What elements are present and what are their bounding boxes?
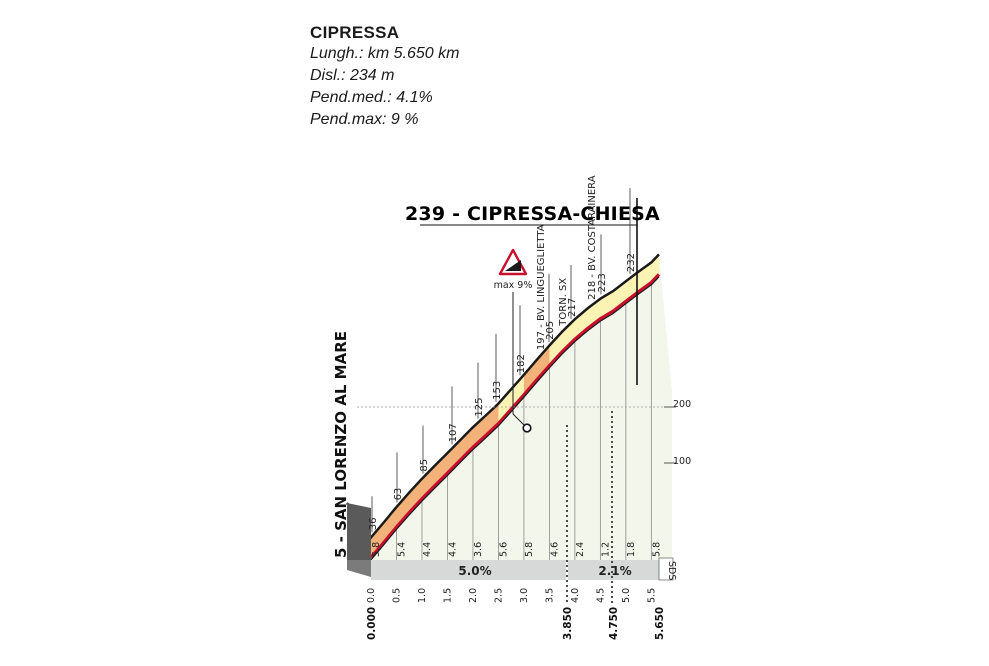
segment-grade-label: 1.8 [626,542,637,557]
max-grade-pointer-end [512,413,526,427]
start-block-face [347,503,371,560]
segment-grade-label: 5.8 [371,542,382,557]
segment-grade-label: 4.4 [447,542,458,557]
max-grade-sign: max 9% [494,248,533,433]
distance-axis: 0.0 0.5 1.0 1.5 2.0 2.5 3.0 3.5 4.0 4.5 5.0 5.5 0.00… [366,588,666,640]
distance-tick: 0.0 [366,588,377,603]
distance-tick: 2.0 [468,588,479,603]
road-surface-light [371,254,659,558]
band-grade-1: 5.0% [458,564,491,578]
distance-tick: 5.5 [646,588,657,603]
segment-grade-label: 3.6 [473,542,484,557]
segment-grade-label: 4.4 [422,542,433,557]
altitude-point-label: 197 - BV. LINGUEGLIETTA [536,224,547,350]
distance-key-point: 3.850 [562,607,574,640]
altitude-100-label: 100 [673,456,691,467]
max-grade-label: max 9% [494,280,533,291]
altitude-point-label: 182 [516,354,527,373]
altitude-point-label: 85 [419,459,430,472]
segment-grade-label: 5.4 [396,542,407,557]
distance-tick: 3.0 [519,588,530,603]
climb-name: CIPRESSA [310,23,400,42]
altitude-point-labels: 36 63 85 107 125 153 182 197 - BV. LINGUEGLIETT… [368,175,637,533]
band-grade-2: 2.1% [598,564,631,578]
distance-tick: 1.5 [442,588,453,603]
elevation-gain-line: Disl.: 234 m [310,67,395,84]
distance-tick: 3.5 [544,588,555,603]
altitude-point-label: TORN. SX [558,278,569,327]
max-grade-point [522,423,532,433]
altitude-point-label: 153 [492,381,503,400]
summit-label: 239 - CIPRESSA-CHIESA [405,203,660,225]
altitude-point-label: 232 [626,253,637,272]
altitude-point-label: 218 - BV. COSTARAINERA [587,175,598,300]
distance-key-point: 0.000 [366,607,378,640]
distance-tick: 2.5 [493,588,504,603]
start-block-side [347,560,371,577]
segment-grade-labels: 5.8 5.4 4.4 4.4 3.6 5.6 5.8 4.6 2.4 1.2 1.8 5.8 [371,542,662,557]
distance-key-point: 4.750 [608,607,620,640]
altitude-200-label: 200 [673,399,691,410]
distance-tick: 5.0 [621,588,632,603]
altitude-point-label: 36 [368,517,379,530]
segment-grade-label: 5.6 [498,542,509,557]
distance-tick: 4.0 [570,588,581,603]
altitude-point-label: 217 [567,298,578,317]
sds-label: SDS [666,561,677,580]
altitude-point-label: 125 [474,397,485,416]
distance-tick: 1.0 [417,588,428,603]
climb-info: CIPRESSA Lungh.: km 5.650 km Disl.: 234 … [310,22,459,131]
distance-key-point: 5.650 [654,607,666,640]
length-line: Lungh.: km 5.650 km [310,45,460,62]
terrain-top-line [345,253,660,540]
altitude-profile-line [369,273,661,559]
segment-grade-label: 2.4 [575,542,586,557]
average-grade-line: Pend.med.: 4.1% [310,89,433,106]
altitude-point-label: 223 [597,273,608,292]
distance-tick: 4.5 [595,588,606,603]
sds-box [658,557,674,581]
altitude-point-label: 205 [545,321,556,340]
segment-grade-label: 4.6 [549,542,560,557]
segment-grade-label: 5.8 [524,542,535,557]
altitude-point-label: 107 [448,423,459,442]
segment-grade-label: 1.2 [600,542,611,557]
road-surface-steep-2 [523,345,550,395]
altitude-point-label: 63 [393,488,404,501]
distance-tick: 0.5 [391,588,402,603]
grade-band [371,560,659,580]
start-label: 5 - SAN LORENZO AL MARE [332,331,350,558]
max-grade-line: Pend.max: 9 % [310,111,419,128]
segment-grade-label: 5.8 [651,542,662,557]
profile-line-shadow [370,276,660,561]
slope-icon [505,260,521,271]
